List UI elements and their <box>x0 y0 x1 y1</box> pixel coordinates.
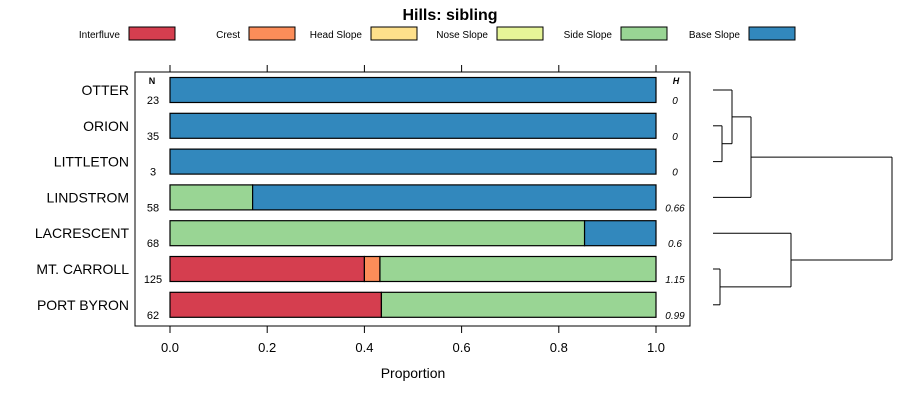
bar-segment-crest <box>363 255 381 283</box>
legend-label-head-slope: Head Slope <box>310 30 363 41</box>
bar-segment-interfluve <box>169 255 365 283</box>
bar-segment-side-slope <box>380 291 657 318</box>
n-header: N <box>149 76 156 86</box>
bar-segment-base-slope <box>169 76 657 104</box>
row-n-value: 58 <box>147 202 159 214</box>
bar-segment-side-slope <box>169 220 586 247</box>
legend-label-interfluve: Interfluve <box>79 30 121 41</box>
row-littleton: LITTLETON 3 0 <box>54 148 678 179</box>
row-lacrescent: LACRESCENT 68 0.6 <box>35 220 682 250</box>
bar-segment-base-slope <box>252 184 657 211</box>
row-label: LITTLETON <box>54 154 129 170</box>
bar-segment-base-slope <box>169 148 657 175</box>
row-orion: ORION 35 0 <box>83 112 678 143</box>
bar-segment-interfluve <box>169 291 383 318</box>
bar-segment-base-slope <box>583 220 657 247</box>
row-label: LACRESCENT <box>35 225 130 241</box>
bar-segment-base-slope <box>169 112 657 139</box>
row-entropy-value: 0.66 <box>665 203 685 214</box>
row-label: ORION <box>83 118 129 134</box>
dendrogram <box>713 89 893 306</box>
row-entropy-value: 0.99 <box>665 311 685 322</box>
row-n-value: 23 <box>147 95 159 107</box>
x-axis: 0.0 0.2 0.4 0.6 0.8 1.0 <box>161 65 665 355</box>
chart-title: Hills: sibling <box>402 7 497 24</box>
legend-swatch-interfluve <box>128 26 176 41</box>
legend-swatch-base-slope <box>748 26 796 41</box>
row-n-value: 3 <box>150 167 156 179</box>
legend-label-crest: Crest <box>216 30 240 41</box>
plot-frame <box>134 71 691 327</box>
legend-swatch-crest <box>248 26 296 41</box>
bar-rows: OTTER 23 0 ORION 35 0 LITTLETON 3 0 LINDSTROM 58 0.… <box>35 76 685 322</box>
row-mt-carroll: MT. CARROLL 125 1.15 <box>36 255 685 286</box>
legend-label-base-slope: Base Slope <box>689 30 741 41</box>
x-tick-label: 1.0 <box>647 340 665 355</box>
row-entropy-value: 0 <box>672 168 678 179</box>
row-otter: OTTER 23 0 <box>82 76 678 107</box>
row-entropy-value: 0 <box>672 132 678 143</box>
row-n-value: 35 <box>147 131 159 143</box>
row-n-value: 68 <box>147 238 159 250</box>
row-n-value: 125 <box>144 274 162 286</box>
bar-segment-side-slope <box>169 184 254 211</box>
row-entropy-value: 1.15 <box>665 275 685 286</box>
row-label: MT. CARROLL <box>36 261 129 277</box>
legend-label-side-slope: Side Slope <box>564 30 613 41</box>
row-label: OTTER <box>82 82 129 98</box>
h-header: H <box>673 76 680 86</box>
x-axis-label: Proportion <box>381 365 446 381</box>
row-label: PORT BYRON <box>37 297 129 313</box>
legend: Interfluve Crest Head Slope Nose Slope Side … <box>79 26 796 41</box>
row-port-byron: PORT BYRON 62 0.99 <box>37 291 685 322</box>
x-tick-label: 0.0 <box>161 340 179 355</box>
bar-segment-side-slope <box>379 255 657 283</box>
row-n-value: 62 <box>147 310 159 322</box>
x-tick-label: 0.8 <box>550 340 568 355</box>
legend-swatch-side-slope <box>620 26 668 41</box>
row-label: LINDSTROM <box>47 189 129 205</box>
legend-swatch-head-slope <box>370 26 418 41</box>
x-tick-label: 0.2 <box>258 340 276 355</box>
row-entropy-value: 0 <box>672 96 678 107</box>
row-entropy-value: 0.6 <box>668 239 682 250</box>
legend-swatch-nose-slope <box>496 26 544 41</box>
legend-label-nose-slope: Nose Slope <box>436 30 488 41</box>
x-tick-label: 0.6 <box>453 340 471 355</box>
x-tick-label: 0.4 <box>355 340 373 355</box>
row-lindstrom: LINDSTROM 58 0.66 <box>47 184 685 214</box>
